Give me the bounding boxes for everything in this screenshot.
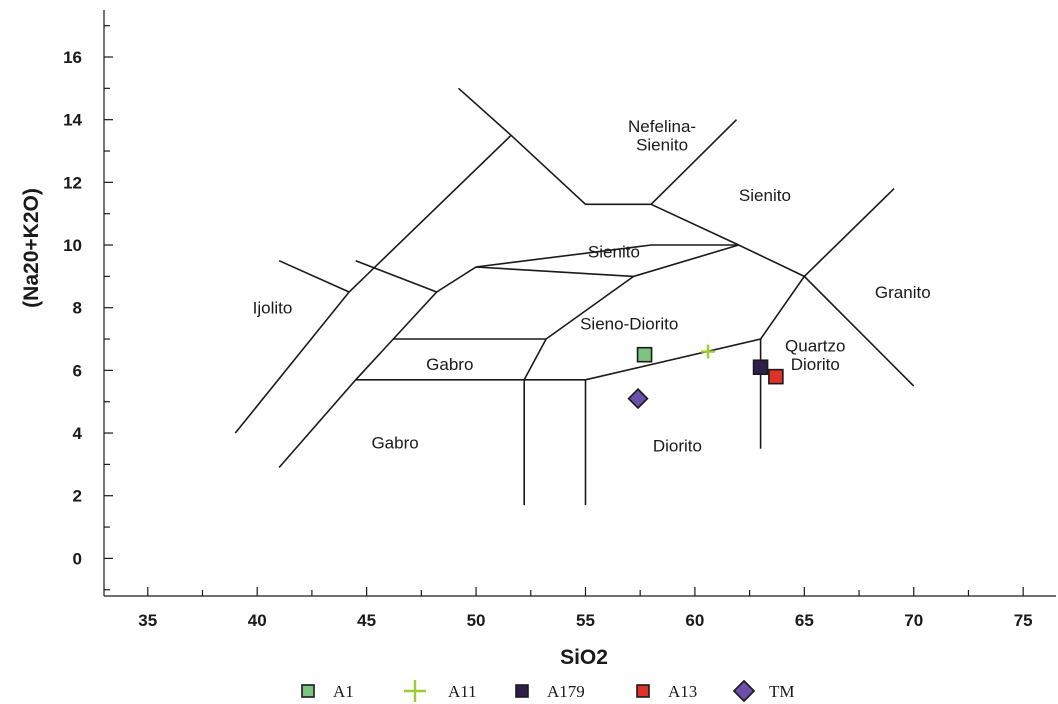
legend: A1 A11 A179 A13 TM <box>301 679 795 703</box>
y-tick-label: 12 <box>63 173 82 192</box>
region-label: Gabro <box>426 355 473 374</box>
y-tick-label: 8 <box>73 299 82 318</box>
field-boundary-line <box>278 188 895 469</box>
axes: 0 2 4 6 8 10 12 14 16 35 40 45 50 55 60 65 70 75 SiO2 (Na20… <box>20 10 1056 669</box>
data-point-marker <box>732 679 756 703</box>
region-label: Sienito <box>739 186 791 205</box>
x-tick-label: 45 <box>357 611 376 630</box>
y-axis-title: (Na20+K2O) <box>20 188 43 308</box>
field-boundary-line <box>234 134 512 434</box>
y-tick-label: 14 <box>63 111 82 130</box>
x-tick-label: 65 <box>795 611 814 630</box>
data-point-marker <box>301 684 315 698</box>
x-tick-label: 55 <box>576 611 595 630</box>
legend-label: A13 <box>668 682 697 701</box>
data-point-marker <box>752 359 769 376</box>
x-tick-label: 75 <box>1014 611 1033 630</box>
region-label: Sienito <box>588 242 640 261</box>
legend-label: TM <box>769 682 795 701</box>
region-label: Sieno-Diorito <box>580 314 678 333</box>
region-label: Nefelina- <box>628 117 696 136</box>
data-point-marker <box>701 344 716 359</box>
data-point-marker <box>636 684 650 698</box>
legend-label: A179 <box>547 682 585 701</box>
x-axis-title: SiO2 <box>560 646 608 669</box>
x-tick-label: 70 <box>904 611 923 630</box>
y-tick-label: 2 <box>73 487 82 506</box>
field-boundary-line <box>278 259 350 293</box>
legend-label: A1 <box>333 682 354 701</box>
region-label: Quartzo <box>785 336 845 355</box>
x-tick-label: 40 <box>248 611 267 630</box>
region-label: Gabro <box>371 433 418 452</box>
legend-item-a11: A11 <box>404 680 477 702</box>
region-label: Granito <box>875 283 931 302</box>
data-point-marker <box>404 680 426 702</box>
field-boundaries <box>234 87 915 506</box>
region-labels: IjolitoNefelina-SienitoSienitoSienitoGra… <box>253 117 931 456</box>
x-tick-label: 60 <box>685 611 704 630</box>
region-label: Ijolito <box>253 299 293 318</box>
legend-item-a13: A13 <box>636 682 697 701</box>
data-point-marker <box>515 684 529 698</box>
y-tick-label: 6 <box>73 361 82 380</box>
field-boundary-line <box>524 378 587 506</box>
field-boundary-line <box>650 203 740 246</box>
legend-label: A11 <box>448 682 477 701</box>
field-boundary-line <box>355 259 437 293</box>
data-point-marker <box>768 368 784 385</box>
data-points <box>627 344 784 410</box>
region-label: Sienito <box>636 136 688 155</box>
x-tick-label: 35 <box>138 611 157 630</box>
y-tick-label: 10 <box>63 236 82 255</box>
legend-item-a179: A179 <box>515 682 585 701</box>
region-label: Diorito <box>653 437 702 456</box>
data-point-marker <box>627 387 649 410</box>
region-label: Diorito <box>791 355 840 374</box>
legend-item-a1: A1 <box>301 682 354 701</box>
y-tick-label: 0 <box>73 549 82 568</box>
data-point-marker <box>636 346 653 363</box>
y-tick-label: 4 <box>73 424 83 443</box>
y-tick-label: 16 <box>63 48 82 67</box>
field-boundary-line <box>457 87 738 206</box>
field-boundary-line <box>585 275 915 387</box>
legend-item-tm: TM <box>732 679 795 703</box>
x-tick-label: 50 <box>467 611 486 630</box>
